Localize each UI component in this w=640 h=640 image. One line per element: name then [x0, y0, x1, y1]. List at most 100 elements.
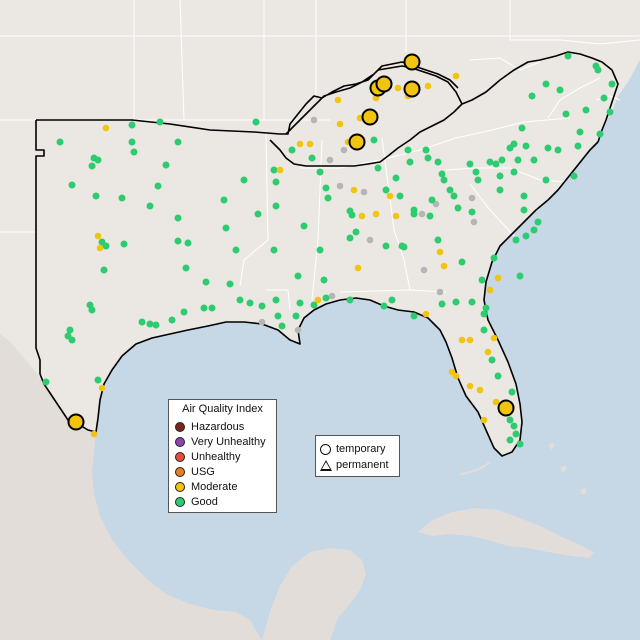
site-marker[interactable] — [556, 86, 564, 94]
site-marker[interactable] — [94, 376, 102, 384]
site-marker[interactable] — [258, 302, 266, 310]
site-marker[interactable] — [98, 238, 106, 246]
site-marker[interactable] — [310, 116, 318, 124]
site-marker[interactable] — [600, 94, 608, 102]
site-marker[interactable] — [94, 232, 102, 240]
site-marker[interactable] — [240, 176, 248, 184]
site-marker[interactable] — [466, 336, 474, 344]
site-marker[interactable] — [522, 142, 530, 150]
site-marker[interactable] — [128, 121, 136, 129]
site-marker[interactable] — [322, 294, 330, 302]
site-marker[interactable] — [494, 274, 502, 282]
site-marker[interactable] — [428, 196, 436, 204]
site-marker[interactable] — [42, 378, 50, 386]
site-marker[interactable] — [156, 118, 164, 126]
site-marker[interactable] — [466, 160, 474, 168]
site-marker[interactable] — [66, 326, 74, 334]
site-marker[interactable] — [576, 128, 584, 136]
site-marker[interactable] — [236, 296, 244, 304]
site-marker[interactable] — [154, 182, 162, 190]
site-marker[interactable] — [582, 106, 590, 114]
site-marker[interactable] — [492, 398, 500, 406]
site-marker[interactable] — [174, 214, 182, 222]
site-marker[interactable] — [486, 286, 494, 294]
site-marker[interactable] — [424, 82, 432, 90]
site-marker[interactable] — [490, 254, 498, 262]
site-marker[interactable] — [494, 372, 502, 380]
site-marker[interactable] — [146, 320, 154, 328]
site-marker[interactable] — [334, 96, 342, 104]
site-marker[interactable] — [288, 146, 296, 154]
site-marker[interactable] — [270, 246, 278, 254]
site-marker[interactable] — [360, 188, 368, 196]
site-marker[interactable] — [346, 296, 354, 304]
site-marker[interactable] — [100, 266, 108, 274]
site-marker[interactable] — [348, 211, 356, 219]
site-marker[interactable] — [596, 130, 604, 138]
site-marker[interactable] — [350, 186, 358, 194]
site-marker[interactable] — [252, 118, 260, 126]
site-marker[interactable] — [296, 140, 304, 148]
site-marker[interactable] — [608, 80, 616, 88]
site-marker[interactable] — [466, 382, 474, 390]
site-marker[interactable] — [606, 108, 614, 116]
site-marker[interactable] — [314, 296, 322, 304]
site-marker[interactable] — [474, 176, 482, 184]
site-marker[interactable] — [514, 156, 522, 164]
site-marker[interactable] — [88, 306, 96, 314]
site-marker[interactable] — [346, 234, 354, 242]
site-marker[interactable] — [308, 154, 316, 162]
site-marker[interactable] — [434, 158, 442, 166]
site-marker[interactable] — [358, 212, 366, 220]
site-marker[interactable] — [520, 192, 528, 200]
site-marker[interactable] — [574, 142, 582, 150]
site-marker[interactable] — [118, 194, 126, 202]
site-marker[interactable] — [184, 239, 192, 247]
site-marker[interactable] — [534, 218, 542, 226]
site-marker[interactable] — [458, 336, 466, 344]
site-marker[interactable] — [472, 168, 480, 176]
site-marker[interactable] — [296, 299, 304, 307]
site-marker[interactable] — [328, 292, 336, 300]
site-marker[interactable] — [452, 372, 460, 380]
site-marker[interactable] — [498, 156, 506, 164]
site-marker[interactable] — [272, 178, 280, 186]
site-marker[interactable] — [152, 321, 160, 329]
site-marker[interactable] — [480, 416, 488, 424]
site-marker[interactable] — [497, 399, 515, 417]
site-marker[interactable] — [68, 181, 76, 189]
site-marker[interactable] — [208, 304, 216, 312]
site-marker[interactable] — [138, 318, 146, 326]
site-marker[interactable] — [482, 304, 490, 312]
site-marker[interactable] — [388, 296, 396, 304]
site-marker[interactable] — [128, 138, 136, 146]
site-marker[interactable] — [542, 80, 550, 88]
site-marker[interactable] — [246, 299, 254, 307]
site-marker[interactable] — [554, 146, 562, 154]
site-marker[interactable] — [326, 156, 334, 164]
site-marker[interactable] — [270, 166, 278, 174]
site-marker[interactable] — [480, 310, 488, 318]
site-marker[interactable] — [452, 72, 460, 80]
site-marker[interactable] — [374, 164, 382, 172]
site-marker[interactable] — [530, 156, 538, 164]
site-marker[interactable] — [396, 192, 404, 200]
site-marker[interactable] — [400, 243, 408, 251]
site-marker[interactable] — [90, 430, 98, 438]
site-marker[interactable] — [496, 186, 504, 194]
site-marker[interactable] — [528, 92, 536, 100]
site-marker[interactable] — [478, 276, 486, 284]
site-marker[interactable] — [375, 75, 393, 93]
site-marker[interactable] — [530, 226, 538, 234]
site-marker[interactable] — [562, 110, 570, 118]
site-marker[interactable] — [594, 66, 602, 74]
site-marker[interactable] — [520, 206, 528, 214]
site-marker[interactable] — [382, 242, 390, 250]
site-marker[interactable] — [406, 158, 414, 166]
site-marker[interactable] — [174, 237, 182, 245]
site-marker[interactable] — [102, 124, 110, 132]
site-marker[interactable] — [512, 430, 520, 438]
site-marker[interactable] — [510, 422, 518, 430]
site-marker[interactable] — [468, 194, 476, 202]
site-marker[interactable] — [348, 133, 366, 151]
